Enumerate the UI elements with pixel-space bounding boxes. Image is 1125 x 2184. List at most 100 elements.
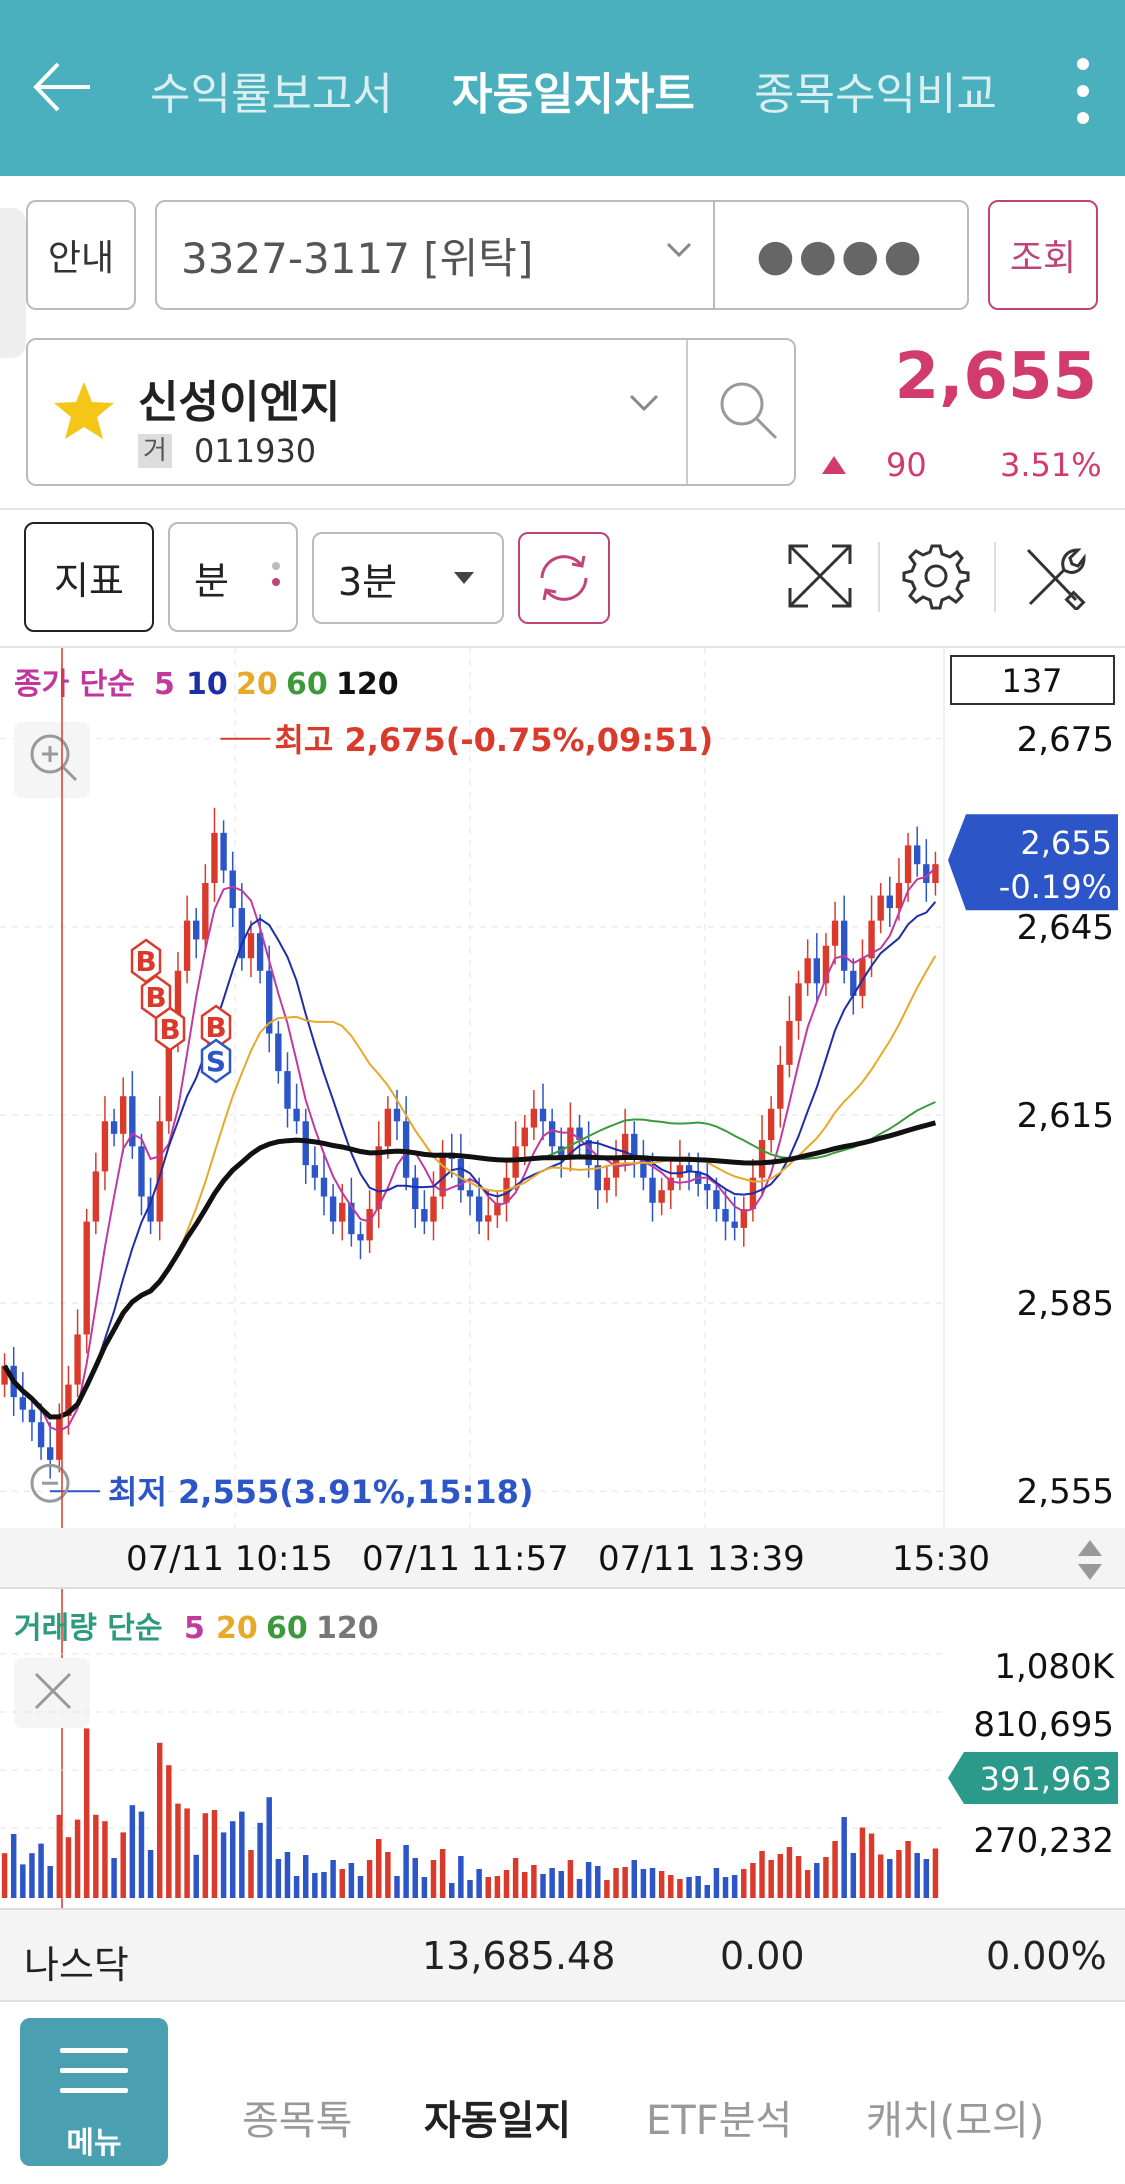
trade-marker — [154, 1006, 186, 1052]
candle-body — [621, 1133, 629, 1159]
volume-bar — [430, 1860, 437, 1898]
volume-bar — [567, 1860, 574, 1898]
volume-bar — [795, 1856, 802, 1898]
search-icon[interactable] — [714, 376, 782, 444]
candle-body — [886, 895, 893, 909]
volume-bar — [412, 1858, 418, 1898]
candle-body — [731, 1221, 738, 1228]
divider — [0, 646, 1125, 648]
candle-body — [202, 883, 209, 940]
y-tick-label: 2,585 — [1017, 1284, 1114, 1324]
more-vertical-icon[interactable] — [1077, 56, 1089, 126]
candle-body — [475, 1196, 483, 1222]
volume-bar — [695, 1876, 701, 1898]
volume-bar — [449, 1883, 455, 1898]
up-triangle-icon — [822, 456, 846, 474]
volume-bar — [284, 1852, 291, 1898]
low-annotation: 최저 2,555(3.91%,15:18) — [108, 1473, 534, 1511]
star-icon[interactable] — [52, 380, 116, 442]
back-arrow-icon[interactable] — [28, 52, 98, 122]
tab-return-report[interactable]: 수익률보고서 — [150, 69, 393, 120]
volume-tick-label: 1,080K — [994, 1647, 1115, 1687]
menu-button[interactable]: 메뉴 — [20, 2018, 168, 2166]
candle-body — [567, 1127, 574, 1159]
volume-bar — [887, 1859, 893, 1898]
volume-bar — [156, 1742, 163, 1898]
divider — [878, 542, 880, 612]
volume-bar — [713, 1868, 720, 1898]
unit-label: 분 — [194, 558, 229, 603]
volume-bar — [503, 1870, 510, 1898]
current-price-tag — [948, 814, 1118, 911]
candle-body — [439, 1152, 446, 1197]
tab-auto-journal-chart[interactable]: 자동일지차트 — [452, 69, 695, 120]
chevron-down-icon — [666, 242, 692, 258]
volume-bar — [658, 1871, 665, 1898]
volume-bar — [649, 1868, 656, 1898]
candle-body — [685, 1165, 693, 1172]
candle-body — [430, 1196, 437, 1222]
nav-item-etf-analysis[interactable]: ETF분석 — [646, 2098, 793, 2144]
candle-body — [786, 1020, 793, 1065]
expand-icon[interactable] — [786, 542, 854, 610]
password-field[interactable]: ●●●● — [713, 200, 969, 310]
volume-bar — [220, 1832, 227, 1898]
volume-bar — [47, 1866, 53, 1898]
candle-body — [339, 1202, 346, 1222]
moving-average-line — [3, 867, 937, 1433]
query-button[interactable]: 조회 — [988, 200, 1098, 310]
divider — [994, 542, 996, 612]
side-drawer-handle[interactable] — [0, 208, 26, 358]
menu-label: 메뉴 — [66, 2126, 122, 2161]
current-price-tag-value: 2,655 — [1020, 824, 1112, 862]
candle-body — [412, 1177, 419, 1210]
chevron-down-icon[interactable] — [628, 392, 660, 414]
volume-bar — [93, 1814, 99, 1898]
candle-body — [813, 958, 820, 984]
stock-code: 011930 — [194, 432, 317, 470]
index-change: 0.00 — [720, 1934, 805, 1978]
index-change-pct: 0.00% — [986, 1934, 1107, 1978]
volume-bar — [540, 1874, 546, 1898]
unit-button[interactable]: 분 — [168, 522, 298, 632]
candle-body — [56, 1415, 63, 1460]
index-ticker[interactable]: 나스닥 13,685.48 0.00 0.00% — [0, 1908, 1125, 2000]
candle-body — [275, 1033, 282, 1072]
interval-select[interactable]: 3분 — [312, 532, 504, 624]
app-header: 수익률보고서 자동일지차트 종목수익비교 — [0, 0, 1125, 176]
volume-bar — [804, 1870, 811, 1898]
tools-icon[interactable] — [1020, 542, 1088, 610]
current-price-tag-pct: -0.19% — [999, 868, 1112, 906]
volume-bar — [376, 1839, 382, 1898]
volume-bar — [759, 1851, 765, 1898]
volume-bar — [877, 1854, 884, 1898]
candle-body — [366, 1209, 373, 1241]
account-select[interactable]: 3327-3117 [위탁] — [155, 200, 715, 310]
volume-legend-period: 120 — [316, 1611, 379, 1646]
candle-body — [65, 1384, 72, 1416]
candle-body — [777, 1064, 784, 1109]
refresh-button[interactable] — [518, 532, 610, 624]
tab-stock-return-compare[interactable]: 종목수익비교 — [754, 69, 997, 120]
volume-bar — [868, 1833, 875, 1898]
caret-down-icon — [454, 572, 474, 584]
indicator-button[interactable]: 지표 — [24, 522, 154, 632]
nav-item-catch[interactable]: 캐치(모의) — [866, 2098, 1045, 2144]
candle-body — [37, 1422, 45, 1448]
volume-bar — [512, 1858, 519, 1898]
x-tick-label: 07/11 11:57 — [362, 1539, 569, 1579]
gear-icon[interactable] — [902, 542, 970, 610]
candle-body — [767, 1108, 775, 1141]
nav-item-auto-journal[interactable]: 자동일지 — [424, 2098, 572, 2144]
volume-bar — [202, 1813, 209, 1898]
stock-selector[interactable]: 신성이엔지 거 011930 — [26, 338, 796, 486]
volume-bar — [321, 1872, 327, 1898]
nav-item-stock-talk[interactable]: 종목톡 — [242, 2098, 353, 2144]
volume-bar — [129, 1805, 136, 1898]
volume-bar — [385, 1852, 391, 1898]
info-button[interactable]: 안내 — [26, 200, 136, 310]
chart-toolbar: 지표 분 3분 — [0, 522, 1125, 634]
volume-bar — [403, 1845, 409, 1898]
candle-body — [676, 1165, 684, 1178]
